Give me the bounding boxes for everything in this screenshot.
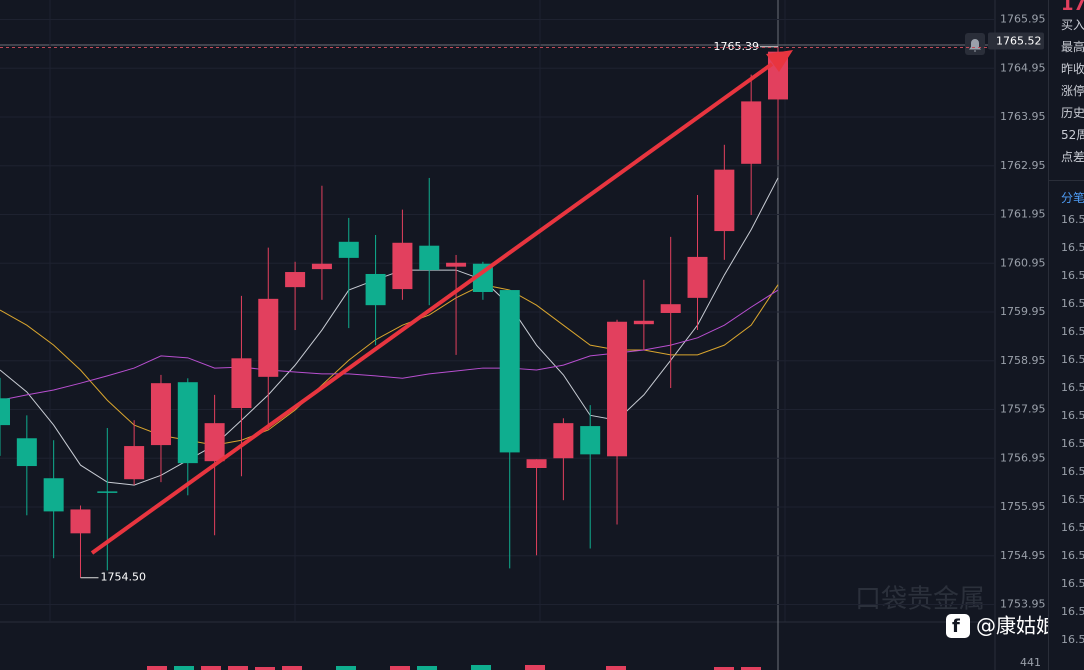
candle-body <box>285 272 306 288</box>
side-row: 16.5 <box>1061 549 1084 562</box>
candle-body <box>607 321 628 457</box>
candle-body <box>16 438 37 467</box>
side-row: 16.5 <box>1061 493 1084 506</box>
side-row: 16.5 <box>1061 297 1084 310</box>
y-tick-label: 1760.95 <box>1000 256 1046 269</box>
y-tick-label: 1754.95 <box>1000 549 1046 562</box>
y-tick-label: 1756.95 <box>1000 451 1046 464</box>
candle-body <box>177 382 198 464</box>
candle-body <box>687 256 708 298</box>
side-label: 买入 <box>1061 18 1084 32</box>
candle-body <box>0 398 10 426</box>
y-tick-label: 1765.95 <box>1000 13 1046 26</box>
credit: @康姑娘 <box>976 614 1048 638</box>
watermark: 口袋贵金属 <box>855 585 985 615</box>
side-price: 17 <box>1061 0 1084 15</box>
y-tick-label: 1764.95 <box>1000 61 1046 74</box>
candle-body <box>553 423 574 459</box>
candle-body <box>43 478 64 512</box>
candle-body <box>204 423 225 462</box>
side-row: 16.5 <box>1061 325 1084 338</box>
trend-arrow <box>90 62 774 555</box>
side-tab[interactable]: 分笔 <box>1049 180 1084 206</box>
trend-arrow-head <box>766 50 793 72</box>
side-row: 16.5 <box>1061 633 1084 646</box>
candle-body <box>741 101 762 164</box>
candle-body <box>660 304 681 313</box>
annotation-label: 1754.50 <box>100 571 146 584</box>
moving-average <box>0 284 779 446</box>
side-rows: 16.5 16.5 16.5 16.5 16.5 16.5 16.5 16.5 16.5 16.5… <box>1049 206 1084 654</box>
y-tick-label: 1763.95 <box>1000 110 1046 123</box>
candle-body <box>124 446 145 480</box>
side-label: 昨收 <box>1061 62 1084 76</box>
y-tick-label: 1755.95 <box>1000 500 1046 513</box>
candle-body <box>97 491 118 493</box>
candle-body <box>580 426 601 455</box>
side-row: 16.5 <box>1061 353 1084 366</box>
last-price-box <box>988 32 1044 50</box>
candle-body <box>311 263 332 270</box>
candle-body <box>714 169 735 232</box>
side-row: 16.5 <box>1061 269 1084 282</box>
side-label: 历史 <box>1061 106 1084 120</box>
candle-body <box>338 241 359 258</box>
side-row: 16.5 <box>1061 381 1084 394</box>
side-row: 16.5 <box>1061 409 1084 422</box>
annotation-label: 1765.39 <box>714 40 760 53</box>
last-price-label: 1765.52 <box>996 34 1042 47</box>
side-row: 16.5 <box>1061 521 1084 534</box>
side-panel: 17 买入最高昨收涨停历史52周点差 分笔 16.516.516.516.516… <box>1048 0 1084 670</box>
volume-slivers <box>147 665 761 670</box>
candle-body <box>150 383 171 446</box>
candle-body <box>499 290 520 453</box>
side-row: 16.5 <box>1061 241 1084 254</box>
y-tick-label: 1762.95 <box>1000 159 1046 172</box>
bell-icon <box>969 39 981 52</box>
side-label: 涨停 <box>1061 84 1084 98</box>
side-row: 16.5 <box>1061 577 1084 590</box>
y-tick-label: 1753.95 <box>1000 598 1046 611</box>
candle-body <box>365 273 386 306</box>
moving-average <box>0 177 779 486</box>
candle-body <box>392 242 413 290</box>
candle-body <box>258 298 279 377</box>
facebook-icon <box>946 614 970 638</box>
candle-body <box>633 320 654 325</box>
chart: 口袋贵金属 f @康姑娘 1765.95 1764.95 1763.95 1762.9… <box>0 0 1056 670</box>
candle-body <box>419 245 440 271</box>
y-tick-label: 1761.95 <box>1000 208 1046 221</box>
y-tick-label: 1759.95 <box>1000 305 1046 318</box>
y-tick-label: 1757.95 <box>1000 403 1046 416</box>
candle-body <box>472 263 493 293</box>
side-label: 52周 <box>1061 128 1084 142</box>
side-row: 16.5 <box>1061 437 1084 450</box>
side-label: 最高 <box>1061 40 1084 54</box>
candle-body <box>231 358 252 409</box>
candle-body <box>526 459 547 468</box>
side-row: 16.5 <box>1061 213 1084 226</box>
facebook-f: f <box>952 616 960 637</box>
candle-body <box>446 262 467 267</box>
y-tick-label: 1758.95 <box>1000 354 1046 367</box>
side-label: 点差 <box>1061 150 1084 164</box>
moving-average <box>0 289 779 401</box>
candle-body <box>70 509 91 534</box>
side-row: 16.5 <box>1061 465 1084 478</box>
volume-label: 441 <box>1020 656 1041 669</box>
side-row: 16.5 <box>1061 605 1084 618</box>
